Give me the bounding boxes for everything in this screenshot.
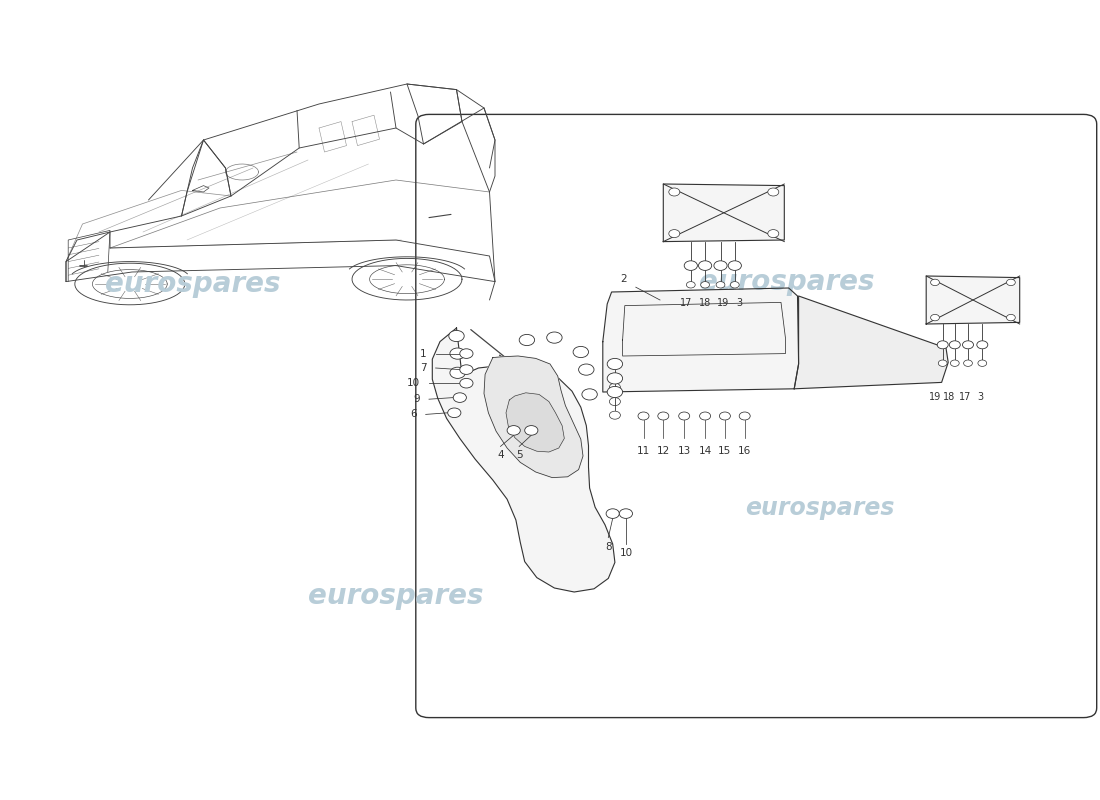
Circle shape — [739, 412, 750, 420]
Circle shape — [728, 261, 741, 270]
Circle shape — [698, 261, 712, 270]
Circle shape — [977, 341, 988, 349]
Circle shape — [684, 261, 697, 270]
Text: 11: 11 — [637, 446, 650, 456]
Circle shape — [547, 332, 562, 343]
Text: 4: 4 — [497, 450, 504, 460]
Circle shape — [525, 426, 538, 435]
Text: 14: 14 — [698, 446, 712, 456]
Polygon shape — [926, 276, 1020, 324]
Circle shape — [607, 358, 623, 370]
Circle shape — [931, 279, 939, 286]
Text: eurospares: eurospares — [104, 270, 280, 298]
Circle shape — [719, 412, 730, 420]
Circle shape — [950, 360, 959, 366]
Circle shape — [964, 360, 972, 366]
Circle shape — [579, 364, 594, 375]
Circle shape — [669, 188, 680, 196]
Text: 8: 8 — [605, 542, 612, 552]
Text: eurospares: eurospares — [745, 496, 894, 520]
Polygon shape — [432, 328, 615, 592]
Circle shape — [460, 378, 473, 388]
Text: 5: 5 — [516, 450, 522, 460]
Circle shape — [609, 383, 620, 391]
Text: 19: 19 — [716, 298, 729, 308]
Text: 10: 10 — [619, 548, 632, 558]
Text: 9: 9 — [414, 394, 420, 404]
Circle shape — [1006, 279, 1015, 286]
Circle shape — [949, 341, 960, 349]
Circle shape — [507, 426, 520, 435]
Circle shape — [978, 360, 987, 366]
Text: eurospares: eurospares — [698, 267, 874, 296]
Text: 1: 1 — [420, 349, 427, 358]
FancyBboxPatch shape — [416, 114, 1097, 718]
Text: 10: 10 — [407, 378, 420, 388]
Circle shape — [460, 365, 473, 374]
Text: 18: 18 — [698, 298, 712, 308]
Circle shape — [606, 509, 619, 518]
Circle shape — [450, 367, 465, 378]
Text: 2: 2 — [620, 274, 627, 284]
Circle shape — [768, 230, 779, 238]
Text: 18: 18 — [943, 392, 956, 402]
Polygon shape — [794, 296, 948, 389]
Circle shape — [582, 389, 597, 400]
Text: 7: 7 — [420, 363, 427, 373]
Circle shape — [609, 411, 620, 419]
Polygon shape — [663, 184, 784, 242]
Text: 6: 6 — [410, 410, 417, 419]
Text: 3: 3 — [977, 392, 983, 402]
Circle shape — [937, 341, 948, 349]
Circle shape — [519, 334, 535, 346]
Circle shape — [638, 412, 649, 420]
Circle shape — [701, 282, 710, 288]
Circle shape — [938, 360, 947, 366]
Text: 13: 13 — [678, 446, 691, 456]
Polygon shape — [484, 356, 583, 478]
Polygon shape — [603, 288, 799, 392]
Circle shape — [658, 412, 669, 420]
Circle shape — [450, 348, 465, 359]
Text: 17: 17 — [680, 298, 693, 308]
Text: 12: 12 — [657, 446, 670, 456]
Circle shape — [573, 346, 588, 358]
Circle shape — [609, 398, 620, 406]
Circle shape — [1006, 314, 1015, 321]
Text: 3: 3 — [736, 298, 743, 308]
Circle shape — [669, 230, 680, 238]
Text: 15: 15 — [718, 446, 732, 456]
Circle shape — [730, 282, 739, 288]
Circle shape — [607, 386, 623, 398]
Circle shape — [686, 282, 695, 288]
Text: eurospares: eurospares — [308, 582, 484, 610]
Text: 16: 16 — [738, 446, 751, 456]
Circle shape — [679, 412, 690, 420]
Polygon shape — [506, 393, 564, 452]
Text: 17: 17 — [958, 392, 971, 402]
Circle shape — [768, 188, 779, 196]
Circle shape — [700, 412, 711, 420]
Circle shape — [619, 509, 632, 518]
Circle shape — [607, 373, 623, 384]
Circle shape — [460, 349, 473, 358]
Circle shape — [448, 408, 461, 418]
Circle shape — [714, 261, 727, 270]
Circle shape — [962, 341, 974, 349]
Circle shape — [931, 314, 939, 321]
Circle shape — [453, 393, 466, 402]
Circle shape — [716, 282, 725, 288]
Circle shape — [449, 330, 464, 342]
Text: 19: 19 — [928, 392, 942, 402]
